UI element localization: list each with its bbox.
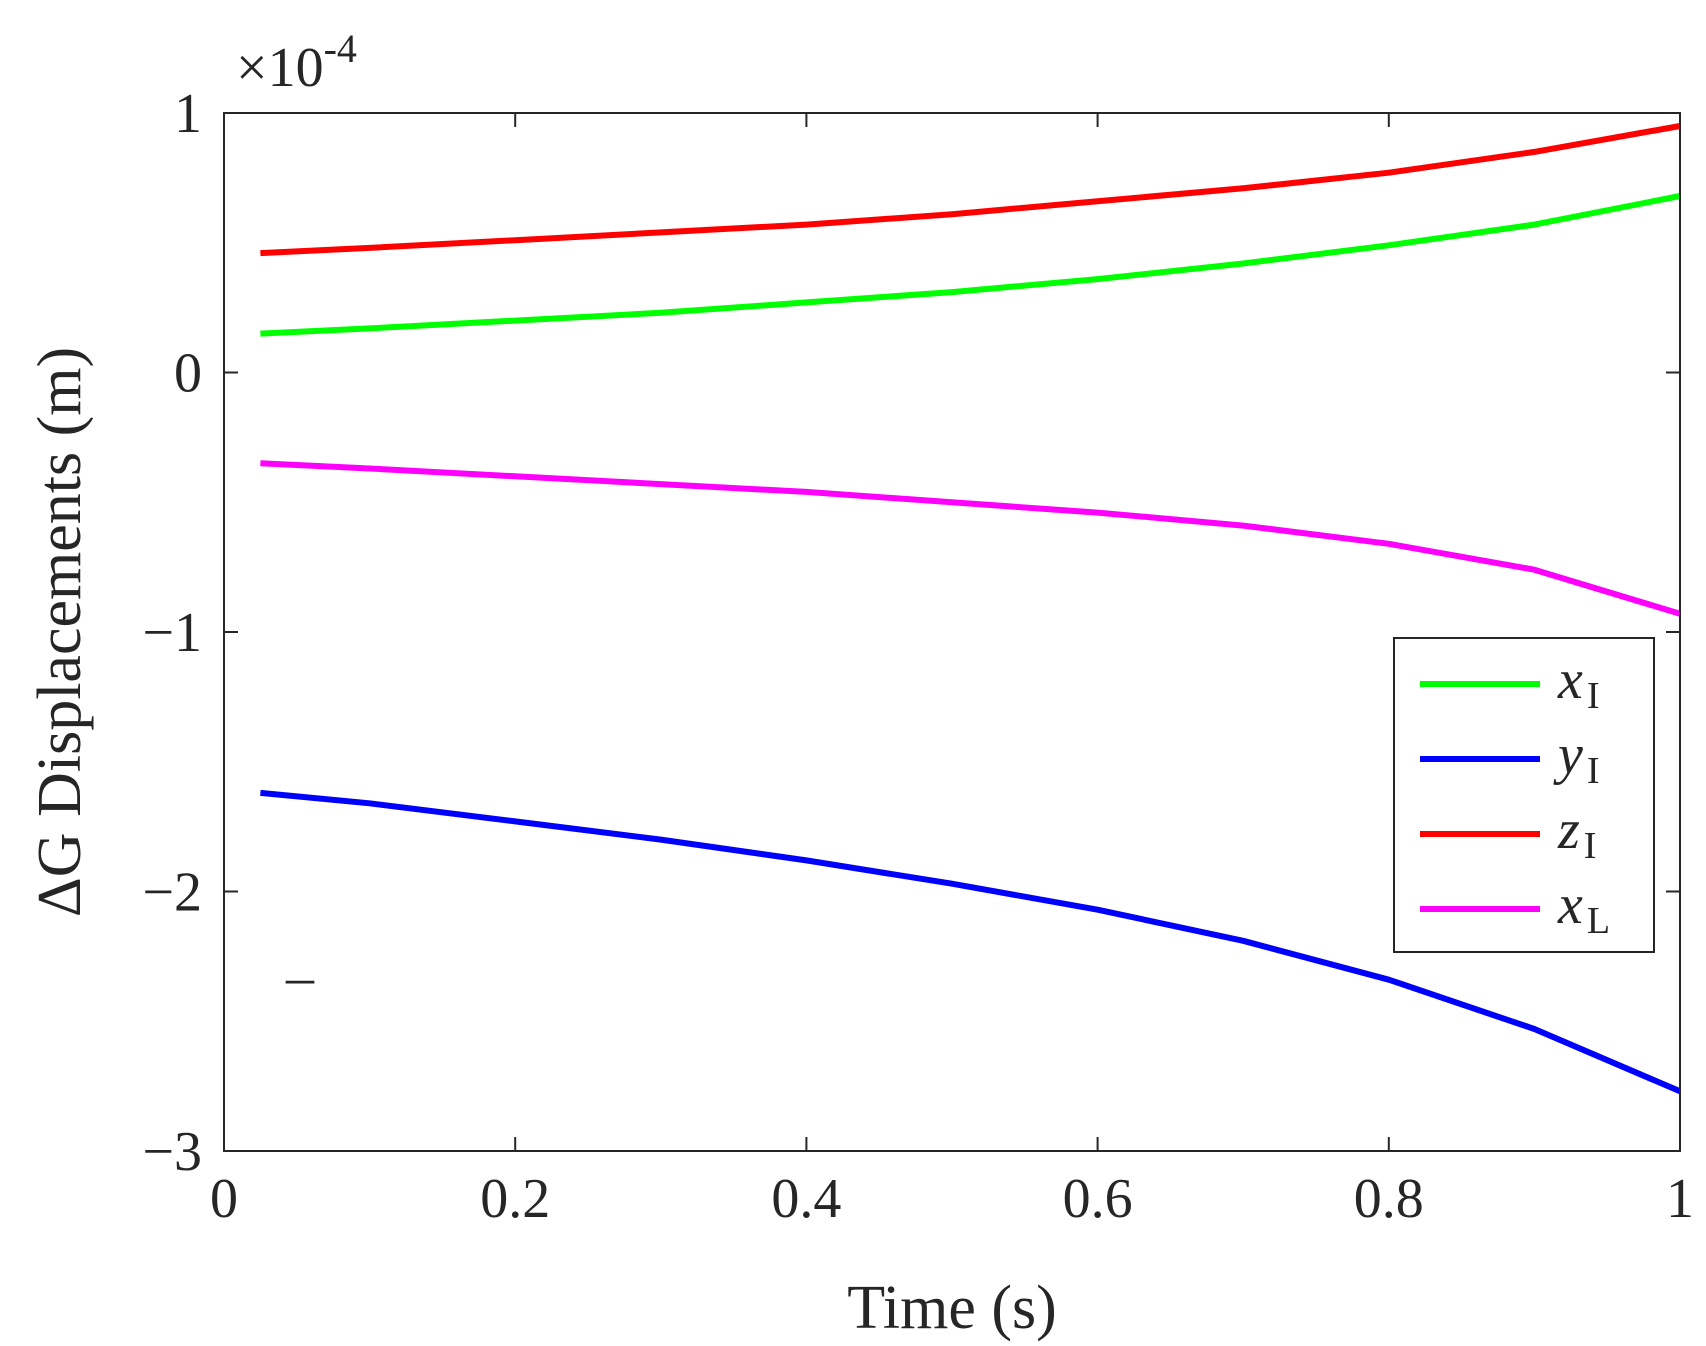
legend-box (1393, 637, 1655, 953)
x-tick-label: 0.4 (771, 1168, 841, 1230)
y-tick-labels: 1 0 −1 −2 −3 (142, 83, 202, 1183)
x-tick-label: 0.2 (480, 1168, 550, 1230)
y-axis-title: ΔG Displacements (m) (26, 347, 94, 917)
x-tick-label: 0 (210, 1168, 238, 1230)
x-tick-labels: 0 0.2 0.4 0.6 0.8 1 (210, 1168, 1694, 1230)
y-tick-label: −1 (142, 602, 202, 664)
exponent-label: ×10-4 (236, 26, 357, 99)
series-line-x-i (260, 193, 1681, 337)
x-axis-title: Time (s) (847, 1274, 1057, 1342)
axis-ticks (223, 112, 1681, 1152)
series-line-z-i (260, 123, 1681, 257)
y-tick-label: −2 (142, 862, 202, 924)
y-tick-label: 0 (174, 343, 202, 405)
y-tick-label: −3 (142, 1121, 202, 1183)
x-tick-label: 0.8 (1354, 1168, 1424, 1230)
series-lines (260, 123, 1682, 1095)
stray-mark: – (285, 946, 315, 1008)
x-tick-label: 1 (1666, 1168, 1694, 1230)
series-line-y-i (260, 789, 1682, 1095)
x-tick-label: 0.6 (1063, 1168, 1133, 1230)
y-tick-label: 1 (174, 83, 202, 145)
legend: x I y I z I x L (1393, 637, 1655, 953)
series-line-x-l (260, 460, 1681, 617)
